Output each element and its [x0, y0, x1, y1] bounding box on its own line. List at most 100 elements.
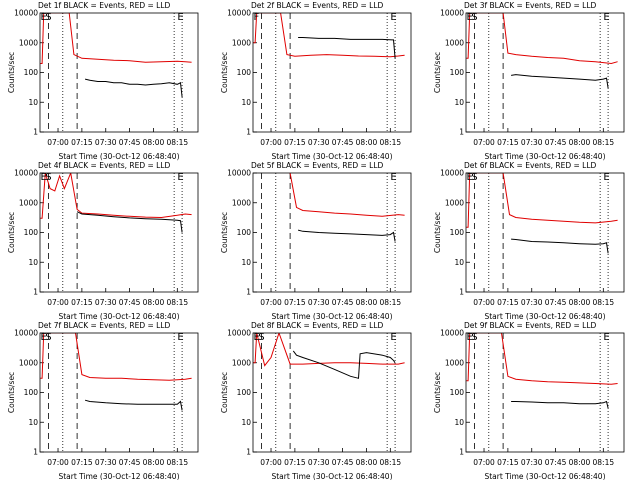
annotation: E — [390, 332, 396, 343]
x-tick-label: 08:15 — [380, 458, 402, 467]
y-tick-label: 10 — [454, 258, 464, 267]
annotation: S — [45, 172, 51, 183]
y-axis-label: Counts/sec — [7, 372, 16, 413]
x-tick-label: 07:30 — [521, 458, 543, 467]
series-line — [40, 13, 192, 64]
y-tick-label: 10000 — [14, 329, 38, 338]
annotation: E — [177, 12, 183, 23]
plot-frame — [39, 12, 199, 133]
x-axis-label: Start Time (30-Oct-12 06:48:40) — [58, 472, 179, 480]
x-tick-label: 07:00 — [473, 138, 495, 147]
x-tick-label: 07:15 — [497, 138, 519, 147]
series-line — [40, 333, 192, 381]
series-line — [253, 13, 405, 58]
y-tick-label: 10 — [241, 98, 251, 107]
x-axis-label: Start Time (30-Oct-12 06:48:40) — [58, 152, 179, 161]
x-tick-label: 07:30 — [521, 298, 543, 307]
annotation: S — [471, 332, 477, 343]
annotation: E — [41, 12, 47, 23]
x-axis-label: Start Time (30-Oct-12 06:48:40) — [58, 312, 179, 321]
x-tick-label: 07:15 — [71, 298, 93, 307]
y-tick-label: 1000 — [232, 198, 251, 207]
y-tick-label: 10 — [241, 258, 251, 267]
chart: Det 3f BLACK = Events, RED = LLD Start Ti… — [433, 1, 625, 161]
x-tick-label: 07:00 — [47, 138, 69, 147]
annotation: E — [467, 12, 473, 23]
chart: Det 4f BLACK = Events, RED = LLD Start Ti… — [7, 161, 199, 321]
y-tick-label: 10 — [28, 98, 38, 107]
x-tick-label: 07:30 — [308, 458, 330, 467]
annotation: E — [254, 332, 260, 343]
y-tick-label: 1000 — [232, 358, 251, 367]
x-tick-label: 07:45 — [545, 138, 567, 147]
x-tick-label: 07:15 — [284, 298, 306, 307]
annotation: S — [258, 332, 264, 343]
chart-title: Det 8f BLACK = Events, RED = LLD — [251, 321, 384, 330]
chart-title: Det 2f BLACK = Events, RED = LLD — [251, 1, 384, 10]
x-tick-label: 07:45 — [119, 458, 141, 467]
y-tick-label: 100 — [237, 388, 252, 397]
y-tick-label: 100 — [24, 388, 39, 397]
y-tick-label: 100 — [237, 68, 252, 77]
x-tick-label: 07:45 — [119, 298, 141, 307]
y-tick-label: 1000 — [19, 198, 38, 207]
annotation: E — [603, 172, 609, 183]
x-tick-label: 08:00 — [356, 138, 378, 147]
x-tick-label: 08:15 — [380, 138, 402, 147]
series-line — [253, 333, 405, 367]
y-tick-label: 1000 — [445, 358, 464, 367]
plot-frame — [252, 172, 412, 293]
annotation: E — [603, 332, 609, 343]
series-line — [76, 211, 183, 233]
plot-frame — [465, 172, 625, 293]
y-tick-label: 1000 — [19, 38, 38, 47]
x-tick-label: 07:00 — [260, 138, 282, 147]
x-tick-label: 08:00 — [143, 298, 165, 307]
annotation: E — [177, 172, 183, 183]
y-tick-label: 1 — [246, 288, 251, 297]
series-line — [40, 173, 192, 219]
x-tick-label: 08:15 — [167, 458, 189, 467]
annotation: E — [41, 172, 47, 183]
y-tick-label: 10000 — [440, 329, 464, 338]
chart: Det 9f BLACK = Events, RED = LLD Start Ti… — [433, 321, 625, 480]
series-line — [511, 238, 609, 254]
chart-title: Det 4f BLACK = Events, RED = LLD — [38, 161, 171, 170]
chart-title: Det 7f BLACK = Events, RED = LLD — [38, 321, 171, 330]
y-axis-label: Counts/sec — [7, 212, 16, 253]
series-line — [511, 400, 609, 409]
x-tick-label: 07:00 — [473, 458, 495, 467]
x-tick-label: 07:45 — [332, 138, 354, 147]
y-axis-label: Counts/sec — [433, 372, 442, 413]
series-line — [298, 37, 396, 59]
annotation: E — [41, 332, 47, 343]
x-tick-label: 08:00 — [569, 298, 591, 307]
x-tick-label: 07:00 — [473, 298, 495, 307]
y-tick-label: 100 — [24, 228, 39, 237]
y-tick-label: 1 — [459, 288, 464, 297]
y-tick-label: 1 — [33, 288, 38, 297]
x-axis-label: Start Time (30-Oct-12 06:48:40) — [484, 472, 605, 480]
series-line — [466, 173, 618, 228]
x-tick-label: 07:45 — [332, 298, 354, 307]
chart: Det 5f BLACK = Events, RED = LLD Start Ti… — [220, 161, 412, 321]
y-tick-label: 10000 — [227, 9, 251, 18]
annotation: S — [45, 332, 51, 343]
series-line — [466, 13, 618, 65]
plot-frame — [252, 12, 412, 133]
y-tick-label: 10 — [454, 418, 464, 427]
chart: Det 2f BLACK = Events, RED = LLD Start Ti… — [220, 1, 412, 161]
x-tick-label: 07:00 — [47, 458, 69, 467]
x-tick-label: 07:00 — [260, 298, 282, 307]
x-axis-label: Start Time (30-Oct-12 06:48:40) — [271, 152, 392, 161]
y-tick-label: 1 — [459, 448, 464, 457]
x-tick-label: 07:15 — [284, 458, 306, 467]
x-tick-label: 07:15 — [497, 298, 519, 307]
y-tick-label: 1000 — [445, 38, 464, 47]
x-tick-label: 08:15 — [593, 458, 615, 467]
x-tick-label: 07:30 — [521, 138, 543, 147]
annotation: S — [471, 12, 477, 23]
x-tick-label: 08:15 — [167, 298, 189, 307]
x-tick-label: 07:30 — [308, 138, 330, 147]
